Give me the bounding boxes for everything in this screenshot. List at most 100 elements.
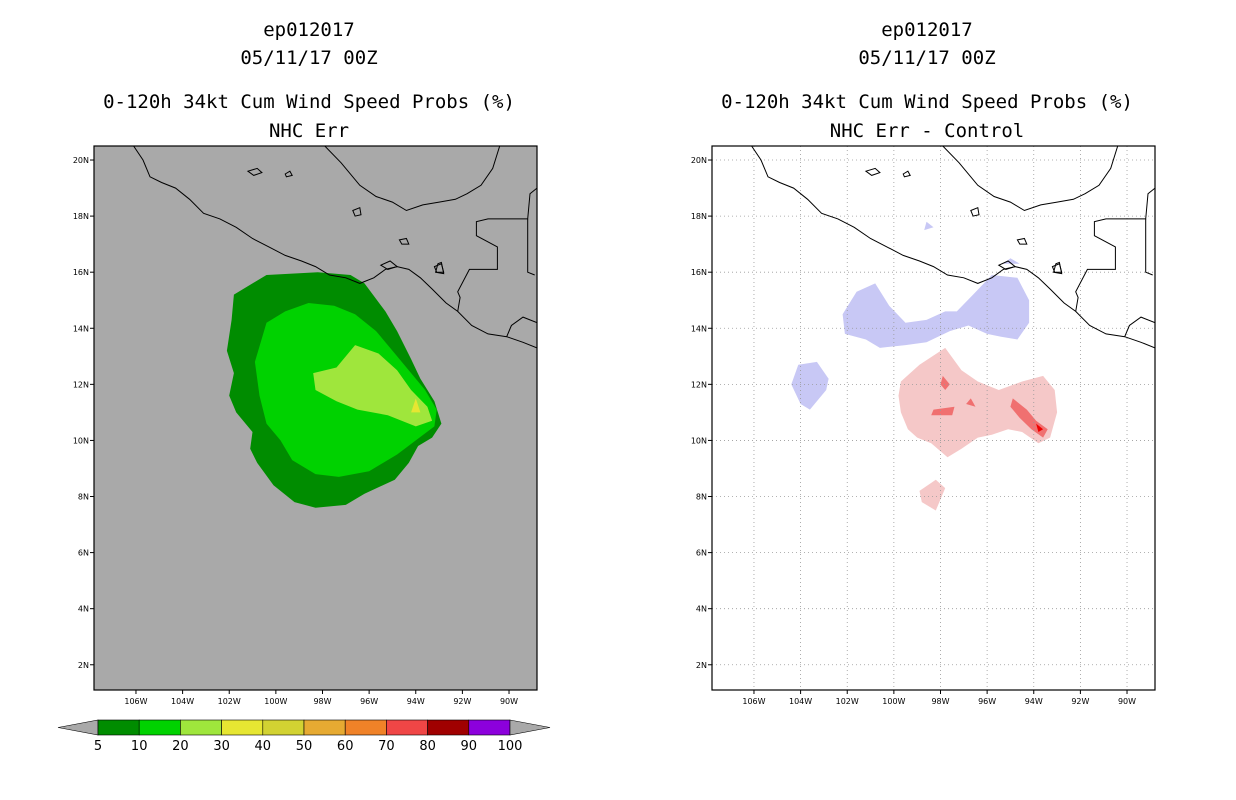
colorbar-swatch [344,719,387,736]
colorbar-swatch [303,719,346,736]
lake-outline [1016,237,1028,245]
coastline [527,218,535,276]
x-tick-label: 100W [264,697,287,706]
right-chart-panel: ep012017 05/11/17 00Z 0-120h 34kt Cum Wi… [618,0,1236,800]
x-tick-label: 104W [171,697,194,706]
colorbar-under-triangle [57,719,99,736]
colorbar-swatch [427,719,470,736]
colorbar-over-triangle [509,719,551,736]
coastline [1075,187,1155,312]
colorbar-label: 50 [296,739,313,754]
y-tick-label: 8N [696,493,707,502]
y-tick-label: 10N [691,436,707,445]
x-tick-label: 96W [360,697,378,706]
y-tick-label: 20N [691,156,707,165]
colorbar-swatch [468,719,511,736]
chart-subtitle: NHC Err [268,120,350,142]
colorbar-swatch [262,719,305,736]
colorbar-swatch [97,719,140,736]
coastline [506,316,537,337]
contour-level-neg1 [924,221,934,231]
contour-level-neg1 [842,275,1030,348]
contour-level-neg1 [791,361,829,410]
colorbar-label: 70 [378,739,395,754]
contour-level-3 [940,375,950,390]
right-map-plot: 106W 104W 102W 100W 98W 96W 94W 92W 90W 2N 4N 6N 8N 1… [691,145,1156,706]
contour-level-1 [898,347,1058,458]
x-tick-label: 90W [1118,697,1136,706]
y-tick-label: 4N [696,605,707,614]
contour-level-1 [919,479,946,511]
colorbar-swatch [180,719,222,736]
x-tick-label: 102W [836,697,859,706]
contour-level-3 [931,406,955,416]
left-chart-panel: ep012017 05/11/17 00Z 0-120h 34kt Cum Wi… [57,19,551,754]
contour-level-neg1 [1003,258,1020,264]
lake-outline [1052,261,1063,275]
x-tick-label: 92W [1071,697,1089,706]
y-tick-label: 8N [78,493,89,502]
x-tick-label: 90W [500,697,518,706]
y-tick-label: 14N [73,324,89,333]
lake-outline [398,237,410,245]
colorbar-label: 20 [172,739,189,754]
lake-outline [902,170,911,178]
chart-title-datetime: 05/11/17 00Z [858,47,996,69]
colorbar-label: 10 [131,739,148,754]
y-tick-label: 2N [78,661,89,670]
chart-title-product: 0-120h 34kt Cum Wind Speed Probs (%) [721,91,1133,113]
chart-title-product: 0-120h 34kt Cum Wind Speed Probs (%) [103,91,515,113]
colorbar-label: 80 [419,739,436,754]
coastline [942,146,1119,212]
chart-subtitle: NHC Err - Control [829,120,1025,142]
y-tick-label: 16N [73,268,89,277]
colorbar-label: 60 [337,739,354,754]
colorbar-swatch [221,719,264,736]
x-tick-label: 104W [789,697,812,706]
lake-outline [379,260,399,270]
colorbar-label: 40 [255,739,272,754]
coastline [751,146,1155,349]
y-tick-label: 6N [78,549,89,558]
colorbar-swatch [386,719,428,736]
coastline [1124,316,1155,337]
y-tick-label: 4N [78,605,89,614]
x-tick-label: 100W [882,697,905,706]
chart-title-datetime: 05/11/17 00Z [240,47,378,69]
y-tick-label: 18N [73,212,89,221]
y-tick-label: 16N [691,268,707,277]
x-tick-label: 98W [313,697,331,706]
lake-outline [246,167,263,176]
colorbar-label: 5 [94,739,102,754]
contour-level-5 [1036,423,1044,432]
x-tick-label: 102W [218,697,241,706]
coastline [133,146,537,349]
contour-level-30 [411,398,421,413]
colorbar-swatch [138,719,181,736]
y-tick-label: 6N [696,549,707,558]
chart-title-storm-id: ep012017 [881,19,973,41]
y-tick-label: 2N [696,661,707,670]
chart-title-storm-id: ep012017 [263,19,355,41]
contour-level-20 [313,345,433,427]
lake-outline [284,170,293,178]
y-tick-label: 10N [73,436,89,445]
y-tick-label: 20N [73,156,89,165]
coastline [1145,218,1153,276]
plot-frame [711,145,1156,691]
x-tick-label: 94W [407,697,425,706]
left-map-plot: 106W 104W 102W 100W 98W 96W 94W 92W 90W 2N 4N 6N 8N 1… [57,145,551,754]
lake-outline [434,261,445,275]
lake-outline [970,207,980,217]
colorbar-label: 90 [461,739,478,754]
y-tick-label: 14N [691,324,707,333]
x-tick-label: 96W [978,697,996,706]
y-tick-label: 18N [691,212,707,221]
colorbar-label: 100 [498,739,523,754]
y-tick-label: 12N [73,380,89,389]
x-tick-label: 92W [453,697,471,706]
x-tick-label: 94W [1025,697,1043,706]
x-tick-label: 98W [931,697,949,706]
lake-outline [352,207,362,217]
y-tick-label: 12N [691,380,707,389]
